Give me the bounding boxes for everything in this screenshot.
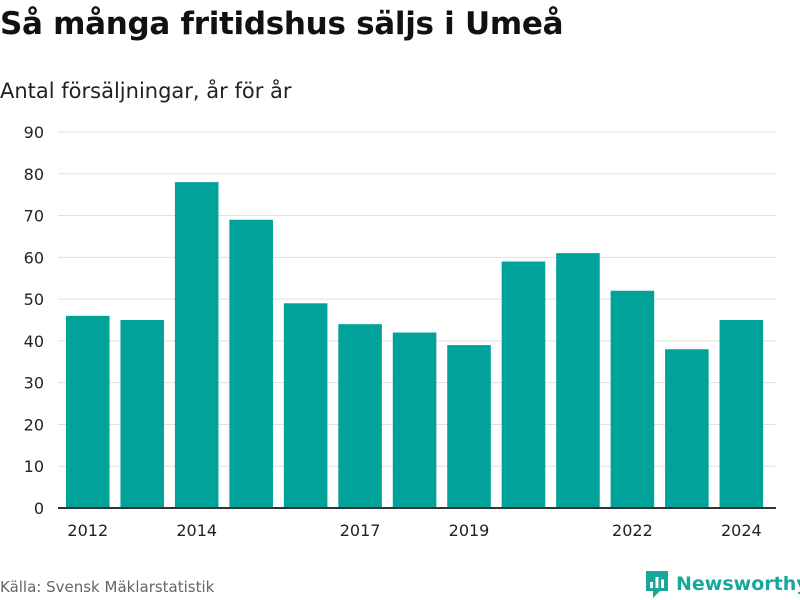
chart-subtitle: Antal försäljningar, år för år <box>0 79 292 103</box>
bar-2013 <box>120 320 165 508</box>
source-note: Källa: Svensk Mäklarstatistik <box>0 578 215 596</box>
y-tick-label: 0 <box>34 499 44 518</box>
bars <box>66 182 764 508</box>
bar-2024 <box>719 320 764 508</box>
x-tick-label: 2017 <box>340 521 381 540</box>
y-tick-label: 40 <box>24 332 44 351</box>
bar-2019 <box>447 345 491 508</box>
bar-2014 <box>174 182 219 508</box>
y-tick-label: 80 <box>24 165 44 184</box>
x-tick-label: 2022 <box>612 521 653 540</box>
brand-logo: Newsworthy <box>644 568 800 600</box>
bar-2016 <box>283 303 328 508</box>
x-tick-label: 2024 <box>721 521 762 540</box>
x-tick-label: 2012 <box>67 521 108 540</box>
bar-chart-logo-icon <box>646 571 668 598</box>
x-tick-label: 2014 <box>176 521 217 540</box>
bar-2023 <box>665 349 709 508</box>
x-tick-label: 2019 <box>449 521 490 540</box>
y-tick-label: 70 <box>24 207 44 226</box>
bar-chart: 0 10 20 30 40 50 60 70 80 90 2012 2014 2017 2019 2022… <box>24 123 776 540</box>
bar-2022 <box>610 290 655 508</box>
bar-2015 <box>229 219 273 508</box>
y-tick-label: 30 <box>24 374 44 393</box>
bar-2017 <box>338 324 382 508</box>
x-axis-tick-labels: 2012 2014 2017 2019 2022 2024 <box>67 521 761 540</box>
bar-2021 <box>556 253 600 508</box>
y-tick-label: 20 <box>24 415 44 434</box>
chart-title: Så många fritidshus säljs i Umeå <box>0 6 564 42</box>
y-axis-tick-labels: 0 10 20 30 40 50 60 70 80 90 <box>24 123 44 518</box>
y-tick-label: 90 <box>24 123 44 142</box>
brand-name: Newsworthy <box>676 573 800 595</box>
y-tick-label: 10 <box>24 457 44 476</box>
bar-2018 <box>392 332 437 508</box>
y-tick-label: 50 <box>24 290 44 309</box>
y-tick-label: 60 <box>24 248 44 267</box>
bar-2012 <box>66 315 110 508</box>
bar-2020 <box>501 261 546 508</box>
